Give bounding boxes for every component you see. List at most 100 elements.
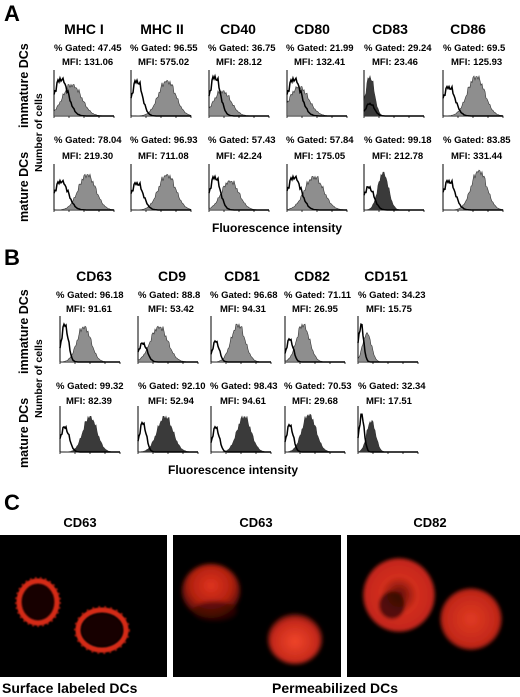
control-histogram <box>210 425 271 453</box>
panel-b-marker: CD63 <box>76 268 112 284</box>
gated-stat: % Gated: 78.04 <box>54 135 122 146</box>
stained-histogram <box>137 415 198 453</box>
mfi-stat: MFI: 331.44 <box>451 151 503 162</box>
panel-c-letter: C <box>4 490 20 515</box>
panel-a-marker: CD80 <box>294 21 330 37</box>
gated-stat: % Gated: 92.10 <box>138 381 206 392</box>
gated-stat: % Gated: 96.93 <box>130 135 198 146</box>
panel-a-marker: CD40 <box>220 21 256 37</box>
panel-b-letter: B <box>4 245 20 270</box>
gated-stat: % Gated: 83.85 <box>443 135 511 146</box>
control-histogram <box>137 341 198 363</box>
mfi-stat: MFI: 131.06 <box>62 57 114 68</box>
mfi-stat: MFI: 28.12 <box>216 57 262 68</box>
stained-histogram <box>53 83 114 117</box>
control-histogram <box>208 174 269 211</box>
mfi-stat: MFI: 91.61 <box>66 304 112 315</box>
flow-histogram <box>442 70 504 118</box>
gated-stat: % Gated: 21.99 <box>286 43 354 54</box>
mfi-stat: MFI: 94.31 <box>220 304 266 315</box>
mfi-stat: MFI: 94.61 <box>220 396 266 407</box>
flow-histogram <box>137 406 199 454</box>
stained-histogram <box>443 169 504 211</box>
flow-histogram <box>363 164 425 212</box>
control-histogram <box>137 421 198 453</box>
gated-stat: % Gated: 99.32 <box>56 381 124 392</box>
micrograph-permeabilized-cd82 <box>347 535 520 677</box>
flow-histogram <box>137 316 199 364</box>
panel-b-marker: CD82 <box>294 268 330 284</box>
stained-histogram <box>208 180 269 211</box>
flow-histogram <box>53 164 115 212</box>
mfi-stat: MFI: 29.68 <box>292 396 338 407</box>
mfi-stat: MFI: 26.95 <box>292 304 338 315</box>
mfi-stat: MFI: 711.08 <box>138 151 189 162</box>
flow-histogram <box>59 406 121 454</box>
micrograph-surface-cd63 <box>0 535 167 677</box>
stained-histogram <box>284 413 345 453</box>
mfi-stat: MFI: 132.41 <box>294 57 346 68</box>
bottom-label-permeabilized: Permeabilized DCs <box>272 680 399 696</box>
flow-histogram <box>210 406 272 454</box>
flow-histogram <box>53 70 115 118</box>
micrograph-caption: CD63 <box>239 515 273 530</box>
stained-histogram <box>131 79 192 117</box>
control-histogram <box>59 425 120 453</box>
gated-stat: % Gated: 99.18 <box>364 135 432 146</box>
gated-stat: % Gated: 69.5 <box>443 43 506 54</box>
gated-stat: % Gated: 32.34 <box>358 381 426 392</box>
flow-histogram <box>208 164 270 212</box>
mfi-stat: MFI: 575.02 <box>138 57 190 68</box>
micrograph-permeabilized-cd63 <box>173 535 341 677</box>
mfi-stat: MFI: 52.94 <box>148 396 194 407</box>
control-histogram <box>53 178 114 211</box>
gated-stat: % Gated: 70.53 <box>284 381 352 392</box>
gated-stat: % Gated: 34.23 <box>358 290 426 301</box>
x-axis-label: Fluorescence intensity <box>212 221 343 235</box>
control-histogram <box>284 337 345 363</box>
gated-stat: % Gated: 96.55 <box>130 43 198 54</box>
stained-histogram <box>286 85 347 117</box>
stained-histogram <box>211 415 271 453</box>
panel-b-marker: CD9 <box>157 268 186 284</box>
panel-a-marker: CD83 <box>372 21 408 37</box>
flow-histogram <box>284 406 346 454</box>
mfi-stat: MFI: 125.93 <box>451 57 503 68</box>
gated-stat: % Gated: 57.84 <box>286 135 354 146</box>
gated-stat: % Gated: 47.45 <box>54 43 122 54</box>
stained-histogram <box>131 173 192 211</box>
gated-stat: % Gated: 36.75 <box>208 43 276 54</box>
flow-histogram <box>357 316 419 364</box>
flow-histogram <box>284 316 346 364</box>
micrograph-surface-cd63-image <box>15 577 130 654</box>
control-histogram <box>130 78 191 117</box>
flow-histogram <box>210 316 272 364</box>
mfi-stat: MFI: 53.42 <box>148 304 194 315</box>
stained-histogram <box>137 325 198 363</box>
flow-histogram <box>286 70 348 118</box>
control-histogram <box>284 423 345 453</box>
control-histogram <box>442 84 503 117</box>
control-histogram <box>210 339 271 363</box>
flow-histogram <box>59 316 121 364</box>
mfi-stat: MFI: 175.05 <box>294 151 346 162</box>
mfi-stat: MFI: 42.24 <box>216 151 262 162</box>
mfi-stat: MFI: 82.39 <box>66 396 112 407</box>
gated-stat: % Gated: 57.43 <box>208 135 276 146</box>
control-histogram <box>208 73 269 117</box>
mfi-stat: MFI: 17.51 <box>366 396 412 407</box>
mfi-stat: MFI: 15.75 <box>366 304 412 315</box>
gated-stat: % Gated: 96.18 <box>56 290 124 301</box>
flow-histogram <box>357 406 419 454</box>
control-histogram <box>363 185 424 211</box>
panel-a-marker: CD86 <box>450 21 486 37</box>
stained-histogram <box>208 89 269 117</box>
flow-histogram <box>130 164 192 212</box>
micrograph-caption: CD63 <box>63 515 97 530</box>
gated-stat: % Gated: 98.43 <box>210 381 278 392</box>
stained-histogram <box>284 323 345 363</box>
stained-histogram <box>286 175 348 211</box>
micrograph-permeabilized-cd63-image <box>182 564 322 664</box>
control-histogram <box>53 75 114 117</box>
control-histogram <box>286 174 347 211</box>
